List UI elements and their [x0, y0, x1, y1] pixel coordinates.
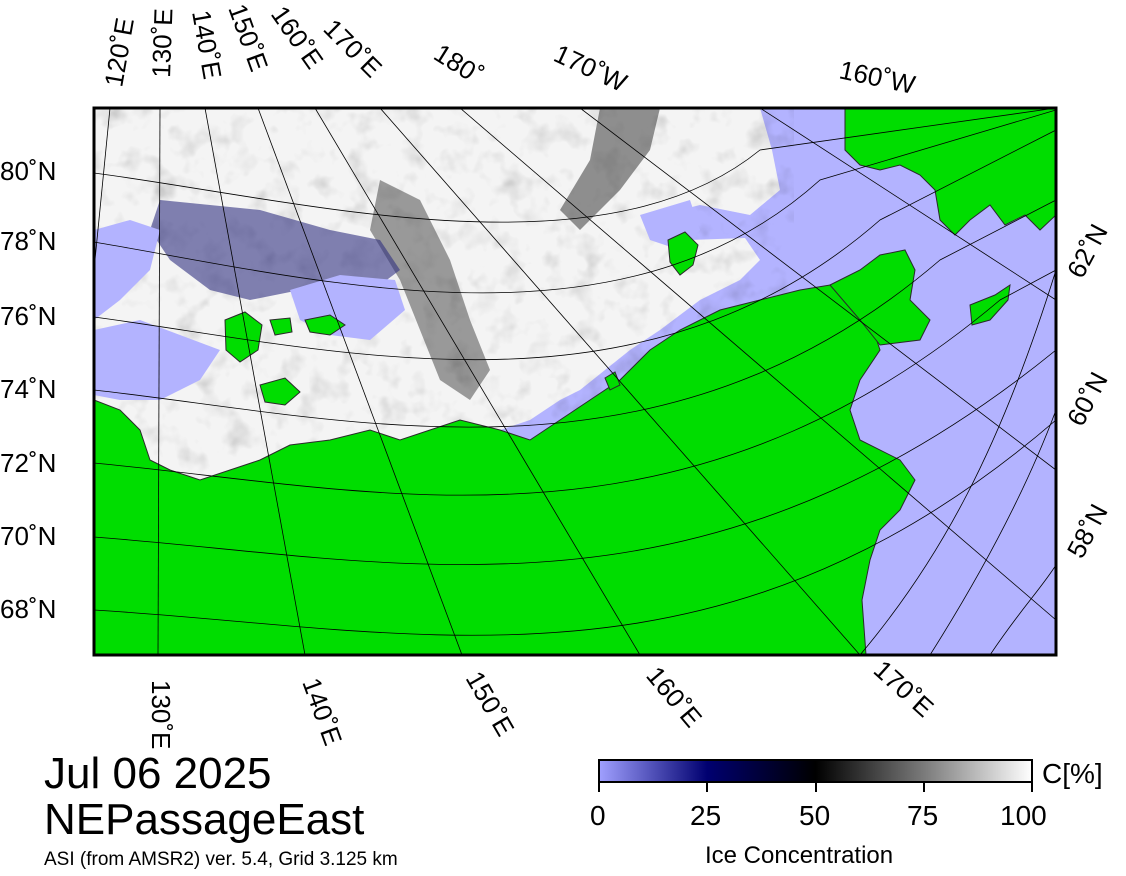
- parallel-74n: [94, 199, 1056, 428]
- map-area: [94, 108, 1056, 655]
- lon-label-bottom-4: 170˚E: [868, 654, 940, 723]
- sea-ice-dense-band: [560, 108, 660, 230]
- lon-label-bottom-2: 150˚E: [460, 666, 521, 741]
- lat-label-left-3: 74˚N: [0, 374, 56, 404]
- meridian-180: [459, 108, 1056, 621]
- parallel-70n: [94, 349, 1056, 566]
- parallel-68n: [94, 419, 1056, 636]
- lon-label-top-6: 180˚: [429, 38, 489, 91]
- lon-label-top-7: 170˚W: [549, 38, 631, 98]
- lon-label-bottom-0: 130˚E: [146, 680, 176, 749]
- lat-label-right-0: 62˚N: [1061, 219, 1114, 283]
- parallel-76n: [94, 129, 1056, 361]
- lat-label-left-6: 68˚N: [0, 594, 56, 624]
- colorbar-tick-0: 0: [590, 800, 606, 831]
- colorbar: [598, 759, 1033, 783]
- meridian-150e: [257, 108, 463, 655]
- parallel-80n: [94, 108, 1056, 223]
- land-small-island: [604, 371, 621, 391]
- map-frame: [92, 106, 1058, 657]
- lon-label-bottom-1: 140˚E: [296, 674, 348, 749]
- parallel-62n: [859, 269, 1056, 655]
- colorbar-tick-75: 75: [907, 800, 939, 831]
- lat-label-left-1: 78˚N: [0, 226, 56, 256]
- parallel-78n: [94, 109, 1056, 294]
- parallel-58n: [989, 564, 1056, 655]
- top-lon-labels: 120˚E 130˚E 140˚E 150˚E 160˚E 170˚E 180˚…: [98, 0, 918, 100]
- meridian-140e: [204, 108, 306, 655]
- right-lat-labels: 62˚N 60˚N 58˚N: [1061, 219, 1114, 563]
- colorbar-tick-100: 100: [1000, 800, 1047, 831]
- colorbar-ticks-marks: [598, 782, 1033, 792]
- land-siberia: [94, 284, 916, 655]
- colorbar-tick-25: 25: [690, 800, 722, 831]
- meridian-160e: [314, 108, 641, 655]
- land-chukotka: [829, 249, 931, 346]
- land-new-siberian-islands: [224, 311, 346, 406]
- date-title: Jul 06 2025: [44, 749, 272, 798]
- product-info: ASI (from AMSR2) ver. 5.4, Grid 3.125 km: [44, 849, 398, 870]
- lon-label-top-2: 140˚E: [186, 8, 228, 82]
- parallel-60n: [929, 409, 1056, 655]
- lon-label-top-4: 160˚E: [265, 0, 329, 74]
- sea-ice-marginal: [150, 200, 400, 300]
- meridian-170w: [579, 108, 1056, 471]
- lon-label-top-8: 160˚W: [837, 55, 919, 100]
- meridian-160w: [759, 108, 1056, 301]
- lat-label-left-2: 76˚N: [0, 301, 56, 331]
- meridian-130e: [157, 108, 161, 655]
- lat-label-right-2: 58˚N: [1061, 499, 1114, 563]
- lon-label-bottom-3: 160˚E: [640, 661, 708, 733]
- region-title: NEPassageEast: [44, 795, 365, 844]
- lon-label-top-1: 130˚E: [146, 8, 178, 78]
- lat-label-right-1: 60˚N: [1061, 367, 1114, 431]
- lat-label-left-5: 70˚N: [0, 521, 56, 551]
- lat-label-left-4: 72˚N: [0, 448, 56, 478]
- meridian-170e: [379, 108, 861, 655]
- parallel-72n: [94, 269, 1056, 496]
- lon-label-top-5: 170˚E: [318, 13, 388, 83]
- colorbar-label: Ice Concentration: [705, 842, 894, 869]
- colorbar-unit: C[%]: [1042, 758, 1103, 789]
- land-st-lawrence: [969, 283, 1011, 326]
- colorbar-tick-50: 50: [799, 800, 831, 831]
- left-lat-labels: 80˚N 78˚N 76˚N 74˚N 72˚N 70˚N 68˚N: [0, 156, 56, 624]
- land-alaska: [844, 108, 1056, 236]
- lon-label-top-3: 150˚E: [222, 0, 274, 75]
- sea-ice-dense-band-2: [370, 180, 490, 400]
- graticule: [94, 108, 1056, 655]
- lat-label-left-0: 80˚N: [0, 156, 56, 186]
- meridian-120e: [94, 108, 111, 271]
- polynya-coastal: [94, 320, 220, 400]
- bottom-lon-labels: 130˚E 140˚E 150˚E 160˚E 170˚E: [146, 654, 940, 749]
- lon-label-top-0: 120˚E: [98, 15, 140, 89]
